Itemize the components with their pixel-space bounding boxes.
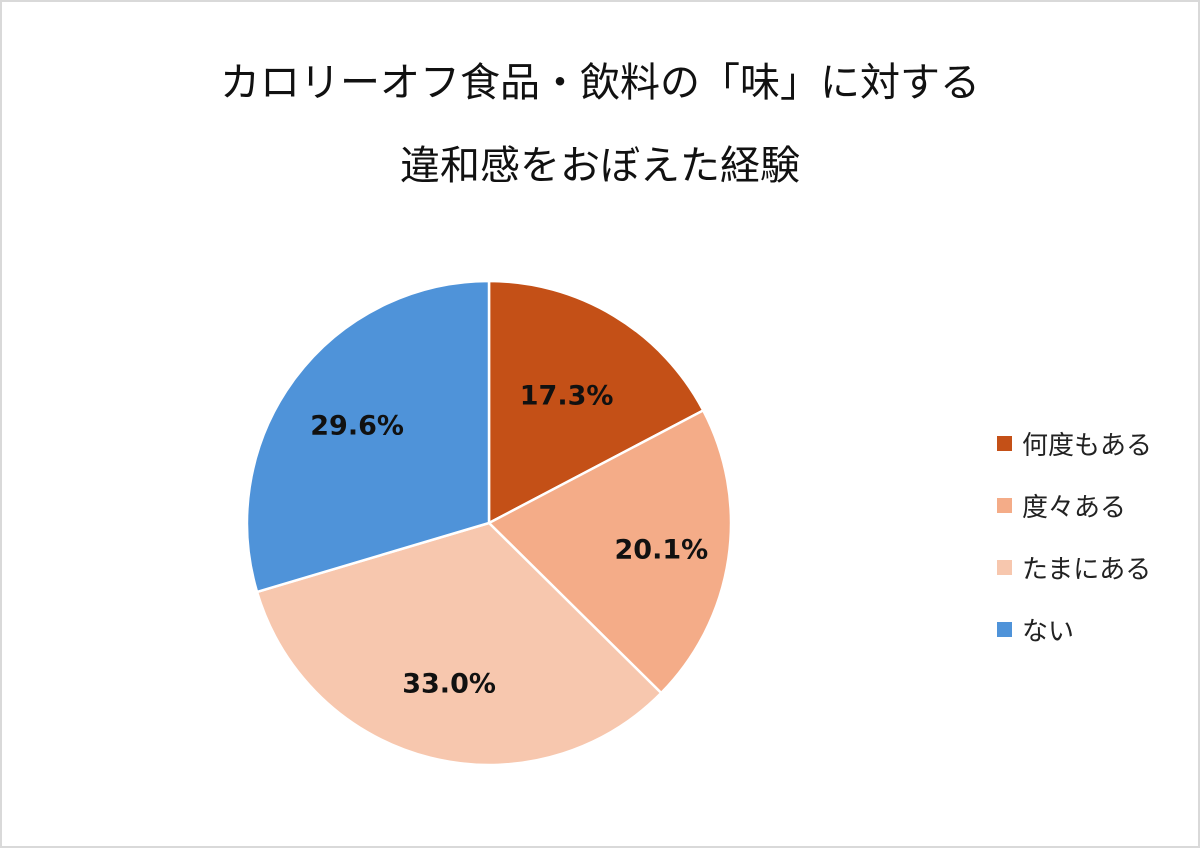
data-label: 33.0% (402, 669, 496, 700)
chart-title-line1: カロリーオフ食品・飲料の「味」に対する (220, 60, 980, 106)
legend-item-tamani: たまにある (997, 536, 1152, 598)
pie-slice-1 (486, 408, 733, 695)
pie-slice-0 (487, 279, 705, 526)
legend-label: ない (1022, 616, 1075, 647)
legend-item-nandomo: 何度もある (997, 412, 1152, 474)
data-label: 17.3% (520, 381, 614, 412)
pie-slices (245, 279, 733, 767)
pie-data-labels: 17.3% 20.1% 33.0% 29.6% (310, 381, 708, 700)
pie-slice-2 (255, 521, 663, 767)
legend-swatch (997, 621, 1012, 637)
pie-slice-3 (245, 279, 491, 594)
legend-item-tabitabi: 度々ある (997, 474, 1152, 536)
legend: 何度もある 度々ある たまにある ない (997, 412, 1152, 660)
legend-label: 何度もある (1022, 430, 1153, 461)
legend-swatch (997, 435, 1012, 451)
legend-label: たまにある (1022, 554, 1152, 585)
data-label: 29.6% (310, 411, 404, 442)
legend-swatch (997, 559, 1012, 575)
legend-swatch (997, 497, 1012, 513)
data-label: 20.1% (615, 535, 709, 566)
legend-label: 度々ある (1022, 492, 1127, 523)
chart-title-line2: 違和感をおぼえた経験 (400, 143, 800, 189)
legend-item-nai: ない (997, 598, 1152, 660)
